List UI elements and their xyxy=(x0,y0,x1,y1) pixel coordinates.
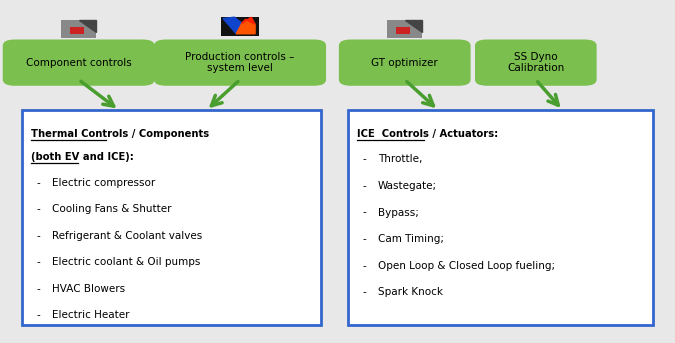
FancyBboxPatch shape xyxy=(22,110,321,324)
Text: Throttle,: Throttle, xyxy=(378,154,422,165)
FancyBboxPatch shape xyxy=(61,21,96,38)
Text: Electric coolant & Oil pumps: Electric coolant & Oil pumps xyxy=(52,257,200,267)
FancyBboxPatch shape xyxy=(339,39,470,86)
FancyBboxPatch shape xyxy=(70,27,84,34)
FancyBboxPatch shape xyxy=(475,39,597,86)
Text: ICE  Controls / Actuators:: ICE Controls / Actuators: xyxy=(357,129,498,139)
Text: -: - xyxy=(362,234,366,244)
Text: Thermal Controls / Components: Thermal Controls / Components xyxy=(31,129,209,139)
Text: -: - xyxy=(362,208,366,217)
Text: -: - xyxy=(36,284,40,294)
Text: GT optimizer: GT optimizer xyxy=(371,58,438,68)
Text: Cooling Fans & Shutter: Cooling Fans & Shutter xyxy=(52,204,171,214)
Text: -: - xyxy=(362,181,366,191)
Text: -: - xyxy=(36,257,40,267)
FancyBboxPatch shape xyxy=(396,27,410,34)
Text: -: - xyxy=(36,231,40,241)
Polygon shape xyxy=(242,17,255,24)
Text: HVAC Blowers: HVAC Blowers xyxy=(52,284,125,294)
Text: Component controls: Component controls xyxy=(26,58,132,68)
Text: -: - xyxy=(362,261,366,271)
Text: -: - xyxy=(36,178,40,188)
Polygon shape xyxy=(236,20,255,34)
FancyBboxPatch shape xyxy=(348,110,653,324)
FancyBboxPatch shape xyxy=(3,39,155,86)
Text: -: - xyxy=(36,204,40,214)
Text: -: - xyxy=(36,310,40,320)
Text: Electric Heater: Electric Heater xyxy=(52,310,130,320)
Text: Electric compressor: Electric compressor xyxy=(52,178,155,188)
Text: Open Loop & Closed Loop fueling;: Open Loop & Closed Loop fueling; xyxy=(378,261,555,271)
Text: Cam Timing;: Cam Timing; xyxy=(378,234,444,244)
Polygon shape xyxy=(79,21,96,32)
Text: SS Dyno
Calibration: SS Dyno Calibration xyxy=(507,52,564,73)
Text: Wastegate;: Wastegate; xyxy=(378,181,437,191)
FancyBboxPatch shape xyxy=(221,16,259,36)
Polygon shape xyxy=(405,21,422,32)
Text: (both EV and ICE):: (both EV and ICE): xyxy=(31,152,134,162)
Text: Bypass;: Bypass; xyxy=(378,208,418,217)
Text: -: - xyxy=(362,154,366,165)
Polygon shape xyxy=(223,17,242,34)
FancyBboxPatch shape xyxy=(154,39,326,86)
Text: -: - xyxy=(362,287,366,297)
FancyBboxPatch shape xyxy=(387,21,422,38)
Text: Spark Knock: Spark Knock xyxy=(378,287,443,297)
Text: Refrigerant & Coolant valves: Refrigerant & Coolant valves xyxy=(52,231,202,241)
Text: Production controls –
system level: Production controls – system level xyxy=(186,52,295,73)
